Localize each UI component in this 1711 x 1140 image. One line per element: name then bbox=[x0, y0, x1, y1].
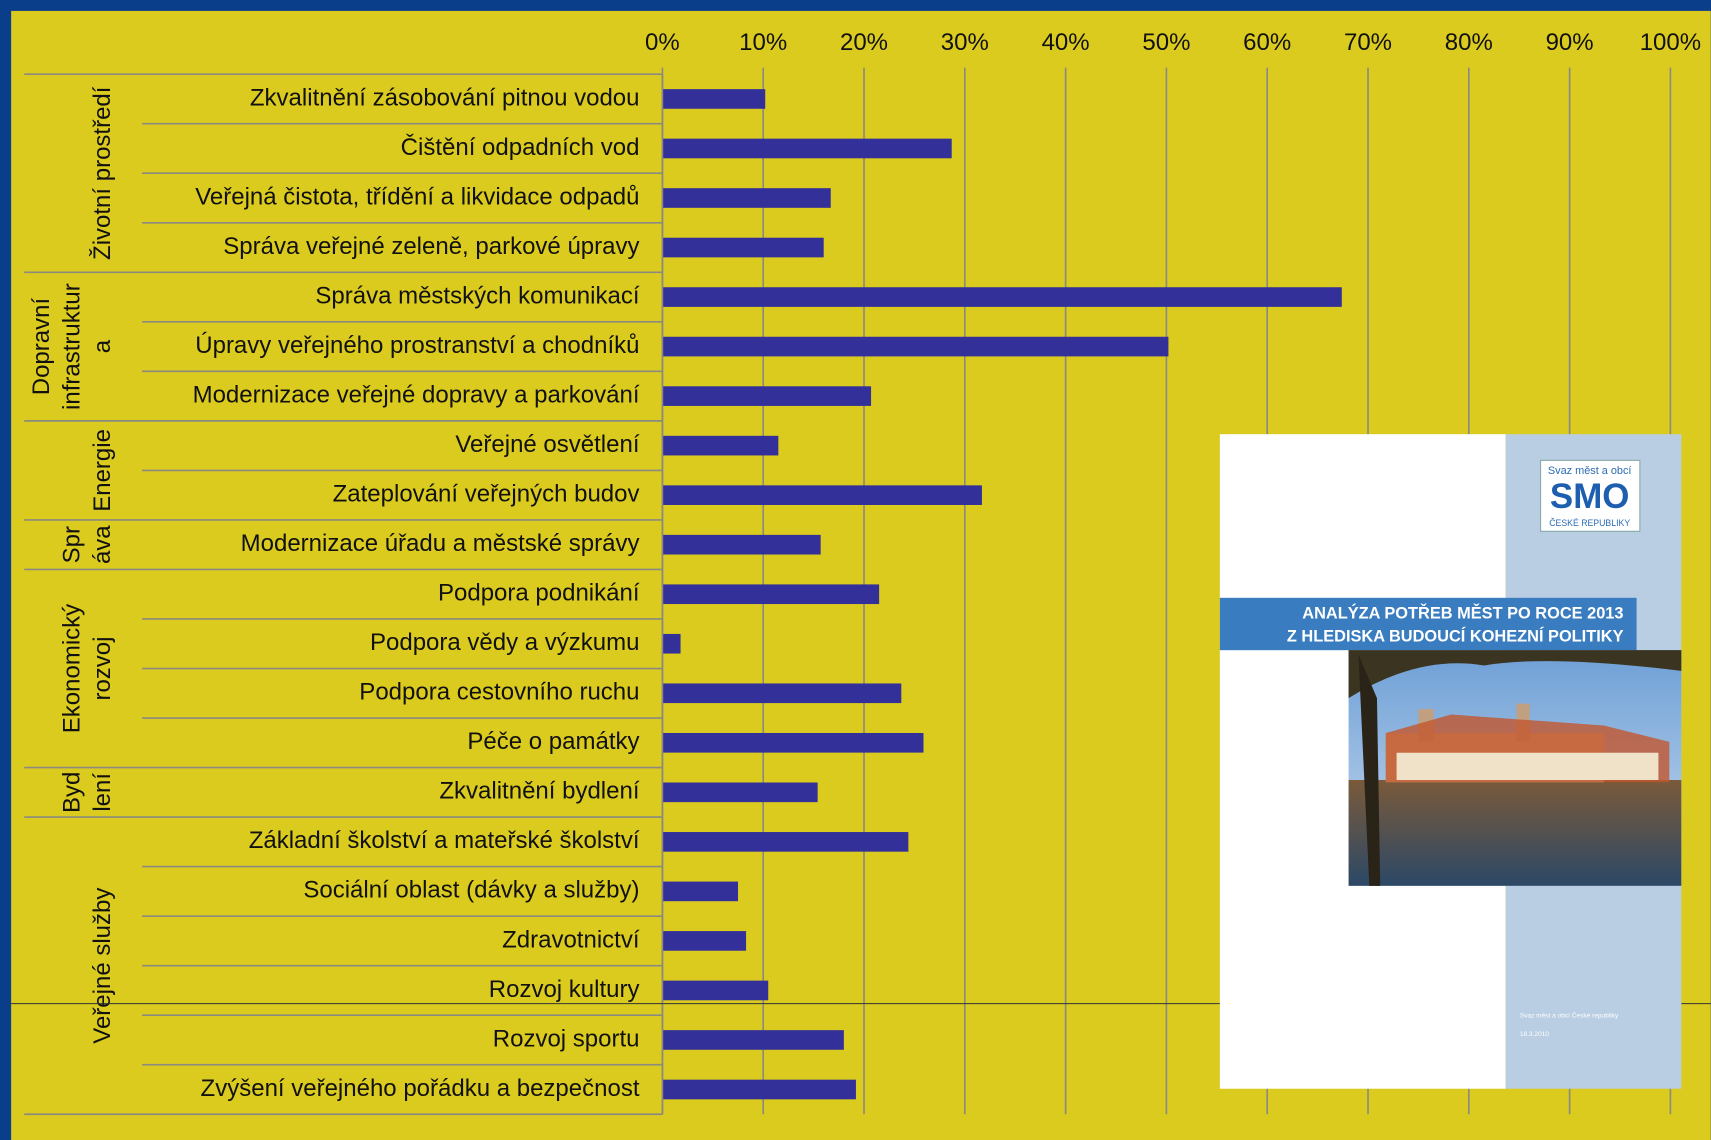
report-cover: Svaz měst a obcí SMO ČESKÉ REPUBLIKY ANA… bbox=[1219, 434, 1682, 1089]
group-label: Životní prostředí bbox=[89, 86, 116, 260]
group-label: rozvoj bbox=[89, 636, 116, 700]
category-label: Rozvoj sportu bbox=[493, 1025, 640, 1052]
bar bbox=[662, 1030, 844, 1050]
bar bbox=[662, 584, 880, 605]
x-tick-label: 60% bbox=[1243, 29, 1291, 56]
group-label: Byd bbox=[59, 772, 86, 813]
category-label: Rozvoj kultury bbox=[489, 976, 640, 1003]
bar bbox=[662, 386, 872, 406]
publisher: Svaz měst a obcí České republiky bbox=[1520, 1010, 1619, 1019]
category-label: Úpravy veřejného prostranství a chodníků bbox=[195, 332, 639, 359]
group-label: Dopravní bbox=[28, 298, 55, 396]
category-label: Modernizace veřejné dopravy a parkování bbox=[193, 381, 640, 408]
category-label: Správa městských komunikací bbox=[315, 282, 639, 309]
x-tick-label: 10% bbox=[739, 29, 787, 56]
bar bbox=[662, 931, 747, 951]
category-label: Sociální oblast (dávky a služby) bbox=[303, 877, 639, 904]
category-label: Zvýšení veřejného pořádku a bezpečnost bbox=[201, 1075, 640, 1102]
bar bbox=[662, 881, 739, 902]
bar bbox=[662, 89, 766, 109]
x-tick-label: 0% bbox=[645, 29, 680, 56]
title-banner bbox=[1219, 597, 1637, 651]
group-label: Veřejné služby bbox=[89, 888, 116, 1044]
category-label: Podpora cestovního ruchu bbox=[359, 679, 639, 706]
logo-box bbox=[1540, 459, 1641, 532]
bar bbox=[662, 633, 681, 654]
bar bbox=[662, 485, 982, 505]
category-label: Podpora vědy a výzkumu bbox=[370, 629, 639, 656]
logo-bottom: ČESKÉ REPUBLIKY bbox=[1549, 518, 1630, 528]
bar bbox=[662, 1079, 856, 1100]
cover-title: Z HLEDISKA BUDOUCÍ KOHEZNÍ POLITIKY bbox=[1287, 626, 1624, 645]
group-label: lení bbox=[89, 773, 116, 812]
group-label: a bbox=[89, 339, 116, 353]
x-tick-label: 90% bbox=[1546, 29, 1594, 56]
category-label: Modernizace úřadu a městské správy bbox=[241, 530, 640, 557]
category-label: Základní školství a mateřské školství bbox=[249, 827, 640, 854]
bar bbox=[662, 980, 769, 1001]
bar bbox=[662, 188, 831, 208]
x-tick-label: 50% bbox=[1142, 29, 1190, 56]
x-tick-label: 40% bbox=[1042, 29, 1090, 56]
category-label: Čištění odpadních vod bbox=[401, 133, 640, 161]
x-tick-label: 80% bbox=[1445, 29, 1493, 56]
bar bbox=[662, 832, 909, 852]
group-label: áva bbox=[89, 525, 116, 564]
category-label: Veřejná čistota, třídění a likvidace odp… bbox=[195, 183, 639, 210]
x-tick-label: 20% bbox=[840, 29, 888, 56]
category-label: Správa veřejné zeleně, parkové úpravy bbox=[223, 233, 639, 260]
group-label: Energie bbox=[89, 429, 116, 512]
logo: SMO bbox=[1550, 477, 1629, 516]
group-label: infrastruktur bbox=[59, 283, 86, 410]
photo bbox=[1348, 650, 1682, 886]
bar bbox=[662, 287, 1342, 307]
bar bbox=[662, 435, 779, 456]
category-label: Zateplování veřejných budov bbox=[333, 481, 640, 508]
category-label: Zkvalitnění bydlení bbox=[439, 778, 639, 805]
x-tick-label: 70% bbox=[1344, 29, 1392, 56]
category-label: Podpora podnikání bbox=[438, 580, 640, 607]
bar bbox=[662, 683, 902, 704]
bar bbox=[662, 237, 824, 258]
group-label: Spr bbox=[59, 526, 86, 563]
bar bbox=[662, 138, 952, 159]
category-label: Péče o památky bbox=[467, 728, 639, 755]
x-tick-label: 100% bbox=[1640, 29, 1701, 56]
category-label: Zdravotnictví bbox=[502, 926, 640, 953]
category-label: Veřejné osvětlení bbox=[455, 431, 639, 458]
logo-top: Svaz měst a obcí bbox=[1548, 465, 1632, 477]
date: 18.3.2010 bbox=[1520, 1031, 1549, 1038]
cover-title: ANALÝZA POTŘEB MĚST PO ROCE 2013 bbox=[1302, 604, 1623, 623]
category-label: Zkvalitnění zásobování pitnou vodou bbox=[250, 84, 640, 111]
bar bbox=[662, 732, 924, 753]
group-label: Ekonomický bbox=[59, 604, 86, 733]
bar bbox=[662, 534, 821, 555]
bar bbox=[662, 336, 1169, 357]
bar bbox=[662, 782, 818, 803]
x-tick-label: 30% bbox=[941, 29, 989, 56]
